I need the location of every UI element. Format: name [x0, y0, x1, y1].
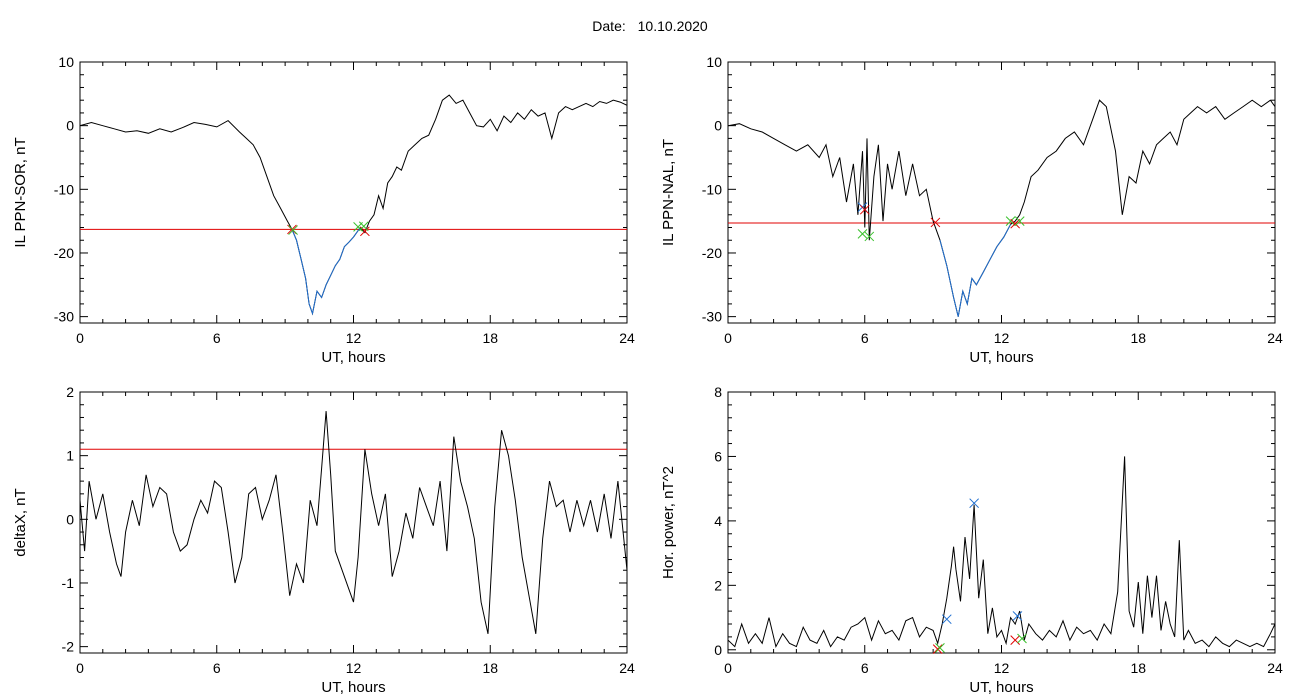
series-line — [728, 99, 1275, 317]
y-tick-label: -2 — [62, 639, 75, 655]
cross-marker-stroke — [358, 221, 369, 232]
x-tick-label: 24 — [619, 330, 635, 346]
date-label: Date: — [592, 18, 626, 34]
x-tick-label: 18 — [482, 660, 498, 676]
cross-marker — [1010, 635, 1021, 645]
cross-marker — [1005, 216, 1016, 226]
cross-marker-stroke — [1017, 633, 1027, 644]
chart-sor: 0 6 12 18 24 -30 -20 -10 0 10 UT, hours IL PPN-SOR,… — [12, 54, 635, 366]
y-tick-label: -20 — [54, 245, 74, 261]
y-tick-label: 0 — [714, 118, 722, 134]
cross-marker-stroke — [1014, 216, 1025, 226]
cross-marker — [1010, 218, 1021, 229]
chart-nal: 0 6 12 18 24 -30 -20 -10 0 10 UT, hours IL PPN-NAL,… — [660, 54, 1283, 366]
x-tick-label: 12 — [994, 330, 1010, 346]
cross-marker — [859, 204, 870, 215]
y-tick-label: 4 — [714, 513, 722, 529]
series-line — [728, 456, 1275, 649]
cross-marker-stroke — [930, 217, 941, 228]
y-tick-label: -10 — [54, 181, 74, 197]
plot-frame — [79, 61, 628, 324]
highlight-segment — [291, 227, 361, 316]
cross-marker-stroke — [288, 225, 298, 235]
y-tick-label: 6 — [714, 448, 722, 464]
x-tick-label: 12 — [346, 330, 362, 346]
x-tick-label: 0 — [76, 660, 84, 676]
y-axis-label: deltaX, nT — [12, 488, 29, 556]
cross-marker-stroke — [969, 498, 980, 509]
x-tick-label: 18 — [1130, 660, 1146, 676]
cross-marker — [1017, 633, 1027, 644]
cross-marker — [941, 614, 952, 625]
y-tick-label: 2 — [714, 577, 722, 593]
cross-marker-stroke — [941, 614, 952, 625]
y-tick-label: 10 — [706, 54, 722, 70]
cross-marker-stroke — [1010, 635, 1021, 645]
cross-marker — [1012, 611, 1023, 621]
x-tick-label: 0 — [724, 330, 732, 346]
cross-marker-stroke — [932, 644, 943, 654]
cross-marker — [1014, 216, 1025, 226]
y-tick-label: -30 — [54, 309, 74, 325]
highlight-segment — [939, 224, 1012, 317]
x-tick-label: 6 — [861, 330, 869, 346]
y-tick-label: -10 — [702, 181, 722, 197]
x-tick-label: 24 — [1267, 330, 1283, 346]
x-tick-label: 12 — [346, 660, 362, 676]
x-tick-label: 18 — [482, 330, 498, 346]
x-tick-label: 6 — [861, 660, 869, 676]
x-tick-label: 0 — [76, 330, 84, 346]
y-axis-label: Hor. power, nT^2 — [660, 466, 677, 579]
series-line — [80, 94, 627, 316]
y-tick-label: 0 — [66, 118, 74, 134]
cross-marker-stroke — [360, 226, 370, 237]
x-tick-label: 24 — [1267, 660, 1283, 676]
cross-marker — [288, 225, 298, 235]
y-tick-label: 0 — [714, 642, 722, 658]
cross-marker-stroke — [857, 229, 868, 239]
x-tick-label: 6 — [213, 330, 221, 346]
y-tick-label: 0 — [66, 511, 74, 527]
cross-marker-stroke — [1010, 218, 1021, 229]
x-tick-label: 12 — [994, 660, 1010, 676]
y-tick-label: 8 — [714, 384, 722, 400]
cross-marker — [864, 231, 875, 242]
x-tick-label: 24 — [619, 660, 635, 676]
cross-marker-stroke — [935, 642, 945, 653]
x-tick-label: 0 — [724, 660, 732, 676]
x-axis-label: UT, hours — [321, 679, 385, 696]
y-tick-label: -1 — [62, 575, 75, 591]
figure-date-title: Date: 10.10.2020 — [0, 18, 1300, 34]
plot-frame — [727, 61, 1276, 324]
cross-marker-stroke — [864, 231, 875, 242]
cross-marker — [930, 217, 941, 228]
cross-marker — [932, 644, 943, 654]
x-axis-label: UT, hours — [969, 349, 1033, 366]
y-tick-label: 1 — [66, 448, 74, 464]
x-tick-label: 6 — [213, 660, 221, 676]
cross-marker — [857, 229, 868, 239]
cross-marker-stroke — [859, 204, 870, 215]
cross-marker-stroke — [1012, 611, 1023, 621]
y-axis-label: IL PPN-NAL, nT — [660, 139, 677, 246]
date-value: 10.10.2020 — [637, 18, 708, 34]
plot-frame — [727, 391, 1276, 654]
y-axis-label: IL PPN-SOR, nT — [12, 137, 29, 247]
y-tick-label: -30 — [702, 309, 722, 325]
x-tick-label: 18 — [1130, 330, 1146, 346]
cross-marker-stroke — [1005, 216, 1016, 226]
cross-marker — [969, 498, 980, 509]
series-line — [80, 411, 627, 635]
cross-marker — [935, 642, 945, 653]
y-tick-label: 10 — [58, 54, 74, 70]
x-axis-label: UT, hours — [321, 349, 385, 366]
y-tick-label: -20 — [702, 245, 722, 261]
y-tick-label: 2 — [66, 384, 74, 400]
cross-marker — [358, 221, 369, 232]
x-axis-label: UT, hours — [969, 679, 1033, 696]
